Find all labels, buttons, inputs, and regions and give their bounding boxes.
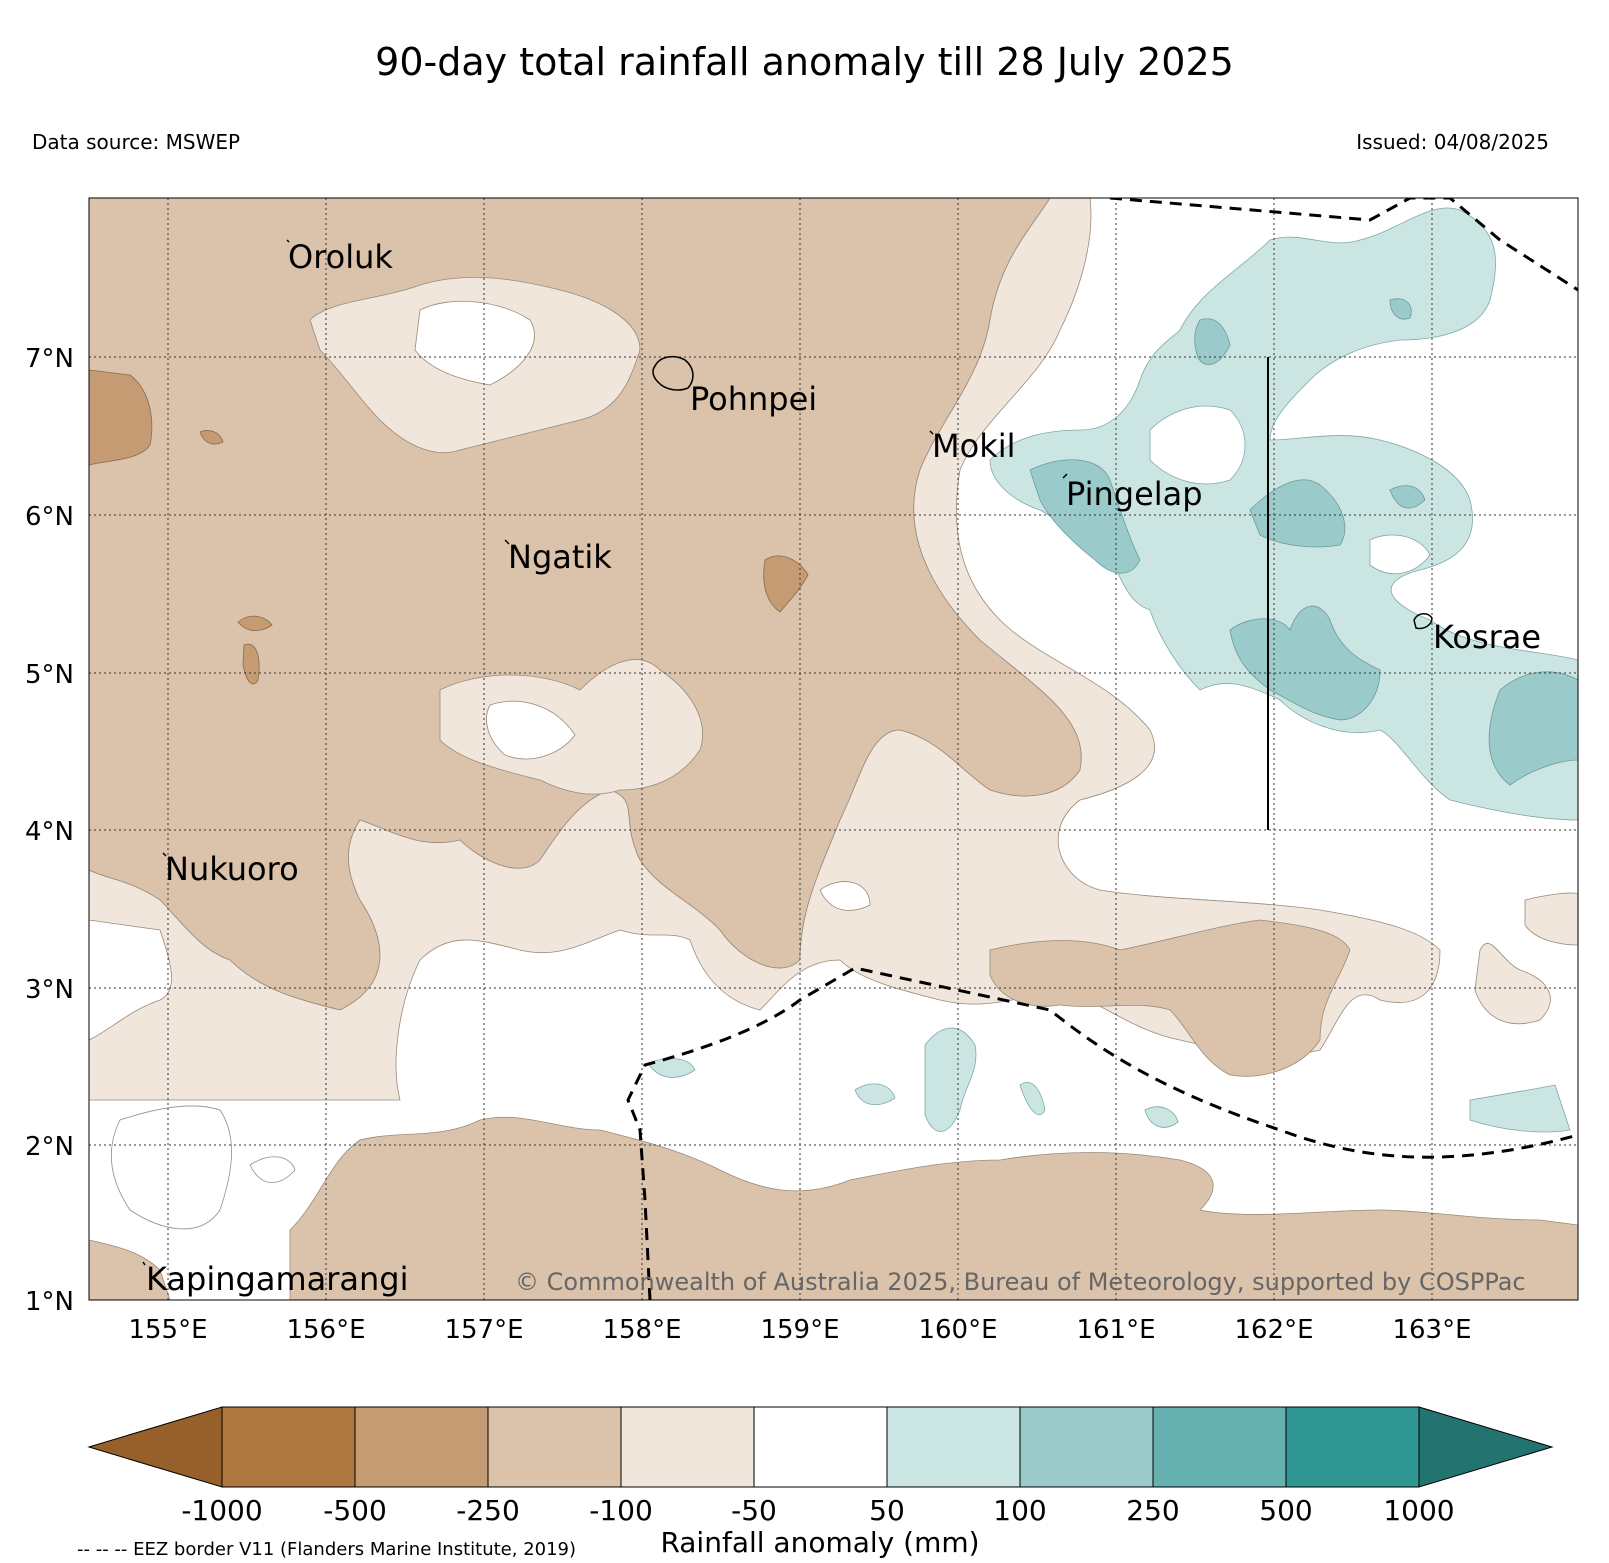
- copyright-notice: © Commonwealth of Australia 2025, Bureau…: [515, 1268, 1526, 1296]
- lon-tick-label: 155°E: [128, 1315, 207, 1345]
- lat-tick-label: 5°N: [25, 660, 74, 690]
- atoll-markers: [142, 239, 1068, 1266]
- lon-tick-label: 159°E: [760, 1315, 839, 1345]
- anomaly-region-neutral-6: [1149, 405, 1246, 485]
- colorbar-segment: [1152, 1406, 1287, 1488]
- anomaly-region-wet-moderate-1: [1029, 459, 1141, 574]
- anomaly-region-light-dry-east: [1474, 942, 1551, 1025]
- lon-tick-label: 157°E: [444, 1315, 523, 1345]
- anomaly-region-dry-east: [989, 919, 1351, 1077]
- anomaly-region-dry-southwest: [89, 1239, 171, 1300]
- lon-tick-label: 161°E: [1076, 1315, 1155, 1345]
- lat-tick-label: 2°N: [25, 1132, 74, 1162]
- anomaly-region-wet-south-1: [924, 1027, 977, 1132]
- colorbar-tick-label: -500: [323, 1494, 387, 1527]
- anomaly-region-dry-strong-2: [763, 555, 809, 613]
- place-label-mokil: Mokil: [932, 427, 1016, 465]
- kosrae-island-outline: [1413, 613, 1433, 630]
- lon-tick-label: 158°E: [602, 1315, 681, 1345]
- place-label-ngatik: Ngatik: [508, 538, 612, 576]
- data-source-label: Data source: MSWEP: [32, 130, 241, 154]
- map-panel: Oroluk Pohnpei Mokil Pingelap Ngatik Kos…: [89, 198, 1578, 1300]
- colorbar-segment: [1285, 1406, 1420, 1488]
- lat-tick-label: 6°N: [25, 502, 74, 532]
- anomaly-region-light-dry-3: [439, 659, 703, 795]
- colorbar: -1000 -500 -250 -100 -50 50 100 250 500 …: [87, 1406, 1554, 1559]
- anomaly-region-neutral-3: [110, 1105, 232, 1230]
- anomaly-region-wet-south-6: [1144, 1106, 1179, 1128]
- anomaly-region-wet-south-4: [1469, 1084, 1571, 1133]
- place-label-pingelap: Pingelap: [1066, 475, 1203, 513]
- colorbar-segment-above-max: [1418, 1406, 1554, 1488]
- place-label-oroluk: Oroluk: [288, 238, 393, 276]
- lat-tick-label: 7°N: [25, 344, 74, 374]
- anomaly-region-wet-moderate-7: [1389, 298, 1412, 320]
- colorbar-tick-label: -100: [589, 1494, 653, 1527]
- anomaly-region-neutral-2: [486, 700, 576, 760]
- colorbar-tick-label: -250: [456, 1494, 520, 1527]
- anomaly-region-light-dry-1: [89, 198, 1441, 1101]
- colorbar-segment: [886, 1406, 1021, 1488]
- anomaly-region-neutral-1: [414, 300, 535, 386]
- anomaly-region-wet-moderate-5: [1389, 485, 1426, 509]
- colorbar-segment: [620, 1406, 755, 1488]
- lon-tick-label: 162°E: [1234, 1315, 1313, 1345]
- anomaly-region-dry-strong-4: [237, 615, 273, 632]
- colorbar-tick-label: -50: [731, 1494, 777, 1527]
- colorbar-tick-label: 1000: [1383, 1494, 1454, 1527]
- colorbar-segment: [354, 1406, 489, 1488]
- colorbar-segment: [1019, 1406, 1154, 1488]
- anomaly-region-wet-south-3: [854, 1083, 896, 1106]
- anomaly-region-neutral-4: [249, 1156, 296, 1183]
- place-label-kapingamarangi: Kapingamarangi: [146, 1260, 408, 1298]
- eez-borders: [626, 198, 1578, 1300]
- anomaly-region-neutral-5: [819, 881, 871, 911]
- colorbar-tick-label: 50: [869, 1494, 905, 1527]
- colorbar-segment-below-min: [87, 1406, 223, 1488]
- anomaly-region-light-dry-east-2: [1524, 892, 1578, 946]
- pohnpei-island-outline: [652, 355, 694, 391]
- lon-tick-label: 163°E: [1392, 1315, 1471, 1345]
- lon-tick-label: 160°E: [918, 1315, 997, 1345]
- anomaly-region-wet-moderate-4: [1488, 671, 1578, 786]
- colorbar-label: Rainfall anomaly (mm): [660, 1526, 979, 1559]
- colorbar-tick-label: 250: [1126, 1494, 1179, 1527]
- colorbar-tick-label: -1000: [181, 1494, 262, 1527]
- place-label-kosrae: Kosrae: [1433, 618, 1541, 656]
- anomaly-region-wet-moderate-2: [1249, 479, 1346, 548]
- lat-tick-label: 1°N: [25, 1287, 74, 1317]
- place-label-nukuoro: Nukuoro: [165, 850, 299, 888]
- place-label-pohnpei: Pohnpei: [690, 380, 817, 418]
- lat-tick-label: 4°N: [25, 817, 74, 847]
- lat-tick-label: 3°N: [25, 975, 74, 1005]
- map-title: 90-day total rainfall anomaly till 28 Ju…: [375, 40, 1234, 84]
- anomaly-region-dry-strong-5: [199, 430, 224, 445]
- issued-date-label: Issued: 04/08/2025: [1356, 130, 1549, 154]
- lon-tick-label: 156°E: [286, 1315, 365, 1345]
- anomaly-region-neutral-7: [1369, 534, 1431, 574]
- colorbar-tick-label: 100: [993, 1494, 1046, 1527]
- anomaly-region-dry-strong-1: [89, 369, 153, 466]
- anomaly-region-dry-south: [289, 1116, 1578, 1300]
- colorbar-segment: [487, 1406, 622, 1488]
- colorbar-segment: [753, 1406, 888, 1488]
- latitude-axis: 1°N 2°N 3°N 4°N 5°N 6°N 7°N: [25, 344, 74, 1317]
- colorbar-tick-label: 500: [1259, 1494, 1312, 1527]
- anomaly-region-wet-south-5: [1019, 1082, 1046, 1115]
- colorbar-segment: [221, 1406, 356, 1488]
- map-frame: [88, 197, 1579, 1301]
- anomaly-region-wet-moderate-6: [1194, 318, 1231, 365]
- eez-border-legend: -- -- -- EEZ border V11 (Flanders Marine…: [77, 1539, 576, 1560]
- longitude-axis: 155°E 156°E 157°E 158°E 159°E 160°E 161°…: [128, 1315, 1471, 1345]
